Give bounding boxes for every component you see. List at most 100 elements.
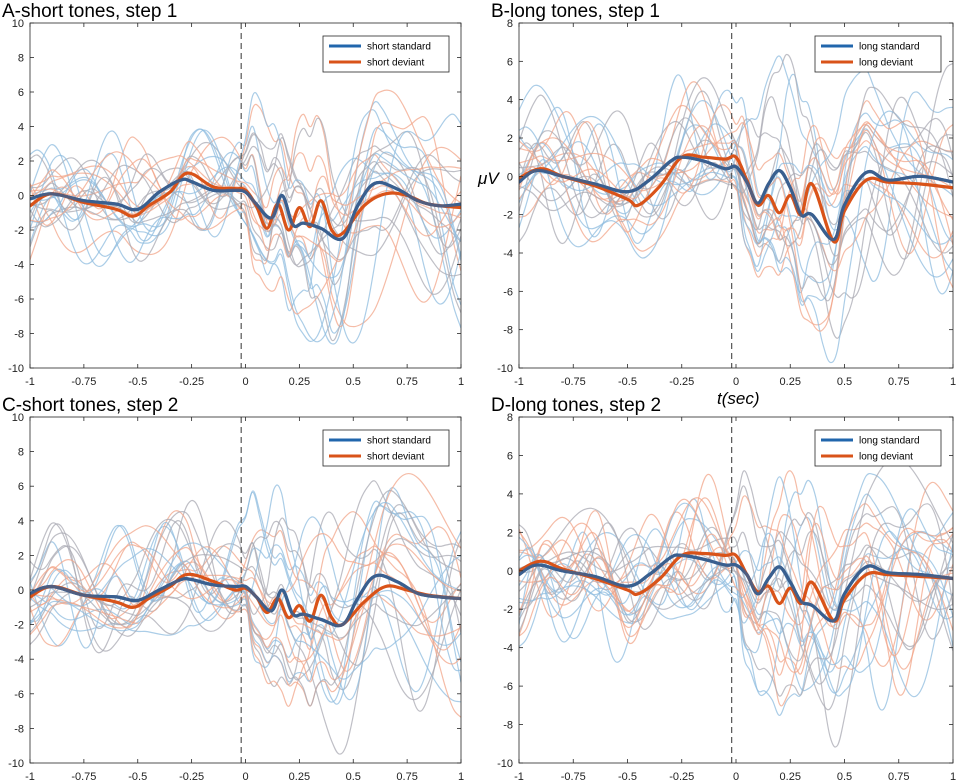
y-tick-label: 4	[18, 122, 24, 134]
x-tick-label: 0	[733, 376, 739, 388]
panel-b: B-long tones, step 1 -10 -8 -6 -4 -2 0 2 4 6 8 -1 -0…	[491, 1, 956, 388]
subject-trace	[30, 103, 461, 328]
x-tick-label: 0.5	[837, 771, 852, 783]
subject-trace	[519, 533, 953, 673]
subject-trace	[30, 100, 461, 343]
y-tick-label: 8	[507, 412, 513, 424]
subject-trace	[30, 137, 461, 261]
x-tick-label: -0.25	[179, 771, 204, 783]
y-tick-label: 2	[18, 550, 24, 562]
y-tick-label: 8	[18, 53, 24, 65]
x-tick-label: 1	[458, 771, 464, 783]
y-tick-label: -8	[14, 723, 24, 735]
subject-trace	[30, 501, 461, 683]
x-tick-label: -1	[514, 771, 524, 783]
y-tick-label: 6	[18, 481, 24, 493]
subject-trace	[519, 77, 953, 302]
legend-label: short standard	[367, 42, 431, 53]
subject-trace	[30, 154, 461, 342]
x-tick-label: 0.25	[780, 376, 801, 388]
series-line-standard-top	[519, 155, 953, 242]
x-tick-label: -1	[514, 376, 524, 388]
legend-label: long standard	[859, 436, 920, 447]
x-tick-label: -0.75	[71, 376, 96, 388]
legend: long standard long deviant	[814, 35, 942, 73]
x-tick-label: 0.5	[346, 376, 361, 388]
x-tick-label: 0.5	[837, 376, 852, 388]
series-line-deviant	[30, 171, 461, 238]
x-tick-label: -1	[25, 771, 35, 783]
y-tick-label: 4	[507, 489, 513, 501]
x-tick-label: -0.75	[561, 376, 586, 388]
subject-trace	[519, 124, 953, 294]
y-tick-label: -8	[503, 720, 513, 732]
y-tick-label: 8	[507, 18, 513, 30]
y-tick-label: 2	[507, 133, 513, 145]
y-tick-label: -6	[14, 294, 24, 306]
panel-d: D-long tones, step 2 -10 -8 -6 -4 -2 0 2 4 6 8 -1 -0…	[491, 395, 956, 783]
subject-trace	[519, 495, 953, 670]
y-tick-label: 2	[18, 156, 24, 168]
subject-trace	[519, 122, 953, 326]
subject-trace	[30, 574, 461, 641]
subject-trace	[30, 560, 461, 658]
y-tick-label: -2	[503, 210, 513, 222]
legend: short standard short deviant	[322, 429, 450, 467]
y-tick-label: -4	[14, 654, 24, 666]
panel-title: C-short tones, step 2	[2, 395, 178, 416]
x-tick-label: -0.5	[618, 376, 637, 388]
series-line-standard-top	[30, 177, 461, 242]
subject-trace	[519, 121, 953, 278]
subject-trace	[30, 510, 461, 718]
subject-trace	[30, 504, 461, 755]
x-axis-label: t(sec)	[717, 389, 760, 408]
legend-box	[322, 35, 450, 73]
y-tick-label: 2	[507, 527, 513, 539]
subject-trace	[30, 526, 461, 672]
y-tick-label: 6	[507, 56, 513, 68]
subject-trace	[519, 100, 953, 332]
y-tick-label: 4	[18, 516, 24, 528]
y-tick-label: -4	[503, 643, 513, 655]
y-tick-label: 6	[507, 450, 513, 462]
x-tick-label: 1	[458, 376, 464, 388]
y-tick-label: -10	[8, 758, 24, 770]
x-tick-label: 0	[242, 771, 248, 783]
subject-trace	[519, 104, 953, 241]
plot-traces	[30, 417, 461, 763]
x-tick-label: -0.25	[179, 376, 204, 388]
x-tick-label: 1	[950, 771, 956, 783]
subject-trace	[30, 152, 461, 279]
x-tick-label: 0.25	[780, 771, 801, 783]
panel-title: B-long tones, step 1	[491, 1, 660, 22]
legend: long standard long deviant	[814, 429, 942, 467]
y-tick-label: -2	[503, 604, 513, 616]
x-tick-label: 0	[733, 771, 739, 783]
y-tick-label: -8	[503, 325, 513, 337]
x-tick-label: -0.75	[561, 771, 586, 783]
plot-traces	[519, 23, 953, 368]
subject-trace	[30, 489, 461, 707]
legend-label: short standard	[367, 436, 431, 447]
subject-trace	[519, 530, 953, 697]
x-tick-label: 0.5	[346, 771, 361, 783]
y-tick-label: 8	[18, 447, 24, 459]
y-tick-label: -2	[14, 620, 24, 632]
x-tick-label: -0.5	[128, 771, 147, 783]
x-tick-label: 0	[242, 376, 248, 388]
x-tick-label: 0.75	[888, 771, 909, 783]
plot-area	[519, 23, 953, 368]
y-tick-label: -4	[503, 248, 513, 260]
panel-title: D-long tones, step 2	[491, 395, 661, 416]
y-tick-label: 6	[18, 87, 24, 99]
legend-label: short deviant	[367, 452, 424, 463]
x-tick-label: -0.5	[128, 376, 147, 388]
subject-trace	[519, 531, 953, 611]
x-tick-label: 1	[950, 376, 956, 388]
subject-trace	[30, 152, 461, 228]
panel-title: A-short tones, step 1	[2, 1, 177, 22]
subject-trace	[519, 68, 953, 272]
plot-area	[519, 417, 953, 763]
subject-trace	[30, 520, 461, 701]
legend: short standard short deviant	[322, 35, 450, 73]
